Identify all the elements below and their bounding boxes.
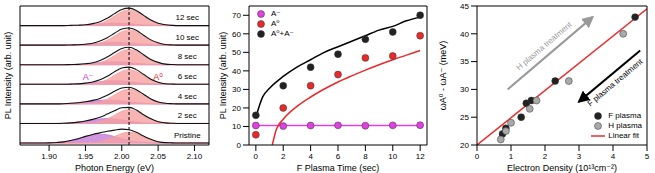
svg-text:50: 50 bbox=[232, 48, 241, 57]
svg-text:10: 10 bbox=[232, 122, 241, 131]
svg-text:12 sec: 12 sec bbox=[175, 13, 199, 22]
svg-text:35: 35 bbox=[460, 57, 469, 66]
svg-text:4: 4 bbox=[611, 152, 616, 161]
svg-text:5: 5 bbox=[645, 152, 647, 161]
html-text:A⁰: A⁰ bbox=[271, 19, 280, 28]
svg-text:8 sec: 8 sec bbox=[178, 52, 197, 61]
svg-text:30: 30 bbox=[232, 85, 241, 94]
svg-text:Pristine: Pristine bbox=[174, 131, 201, 140]
svg-text:3: 3 bbox=[577, 152, 582, 161]
svg-text:2: 2 bbox=[281, 152, 286, 161]
svg-text:H plasma treatment: H plasma treatment bbox=[515, 20, 575, 73]
html-text:A⁻: A⁻ bbox=[271, 9, 281, 18]
svg-text:1: 1 bbox=[509, 152, 514, 161]
svg-text:20: 20 bbox=[460, 141, 469, 150]
svg-text:PL Intensity (arb. unit): PL Intensity (arb. unit) bbox=[8, 32, 13, 120]
svg-text:25: 25 bbox=[460, 113, 469, 122]
svg-text:60: 60 bbox=[232, 30, 241, 39]
svg-text:2.05: 2.05 bbox=[150, 152, 166, 161]
svg-text:20: 20 bbox=[232, 104, 241, 113]
svg-text:45: 45 bbox=[460, 2, 469, 11]
svg-text:30: 30 bbox=[460, 85, 469, 94]
svg-text:2.00: 2.00 bbox=[114, 152, 130, 161]
html-text:A⁰+A⁻: A⁰+A⁻ bbox=[271, 29, 294, 38]
svg-text:2.10: 2.10 bbox=[187, 152, 203, 161]
svg-text:0: 0 bbox=[475, 152, 480, 161]
svg-text:Photon Energy (eV): Photon Energy (eV) bbox=[75, 163, 154, 173]
svg-text:A⁰: A⁰ bbox=[153, 72, 163, 82]
svg-text:ωA⁰ - ωA⁻ (meV): ωA⁰ - ωA⁻ (meV) bbox=[438, 41, 448, 110]
svg-text:4: 4 bbox=[308, 152, 313, 161]
svg-text:10 sec: 10 sec bbox=[175, 33, 199, 42]
svg-text:F plasma treatment: F plasma treatment bbox=[586, 57, 645, 109]
svg-text:40: 40 bbox=[460, 30, 469, 39]
svg-text:Electron Density (10¹³cm⁻²): Electron Density (10¹³cm⁻²) bbox=[507, 163, 617, 173]
svg-text:40: 40 bbox=[232, 67, 241, 76]
svg-text:12: 12 bbox=[416, 152, 425, 161]
svg-text:2 sec: 2 sec bbox=[178, 111, 197, 120]
svg-text:8: 8 bbox=[363, 152, 368, 161]
html-text:F plasma: F plasma bbox=[608, 111, 642, 120]
svg-text:70: 70 bbox=[232, 11, 241, 20]
svg-text:6 sec: 6 sec bbox=[178, 72, 197, 81]
html-text:H plasma: H plasma bbox=[608, 121, 642, 130]
svg-text:1.90: 1.90 bbox=[41, 152, 57, 161]
svg-text:2: 2 bbox=[543, 152, 548, 161]
svg-text:4 sec: 4 sec bbox=[178, 92, 197, 101]
svg-text:A⁻: A⁻ bbox=[83, 72, 94, 82]
svg-text:PL Intensity (arb. unit): PL Intensity (arb. unit) bbox=[218, 32, 228, 120]
html-text:Linear fit: Linear fit bbox=[608, 131, 639, 140]
svg-text:1.95: 1.95 bbox=[78, 152, 94, 161]
svg-text:10: 10 bbox=[388, 152, 397, 161]
svg-text:0: 0 bbox=[237, 141, 242, 150]
svg-text:0: 0 bbox=[254, 152, 259, 161]
svg-text:F Plasma Time (sec): F Plasma Time (sec) bbox=[297, 163, 380, 173]
svg-text:6: 6 bbox=[336, 152, 341, 161]
